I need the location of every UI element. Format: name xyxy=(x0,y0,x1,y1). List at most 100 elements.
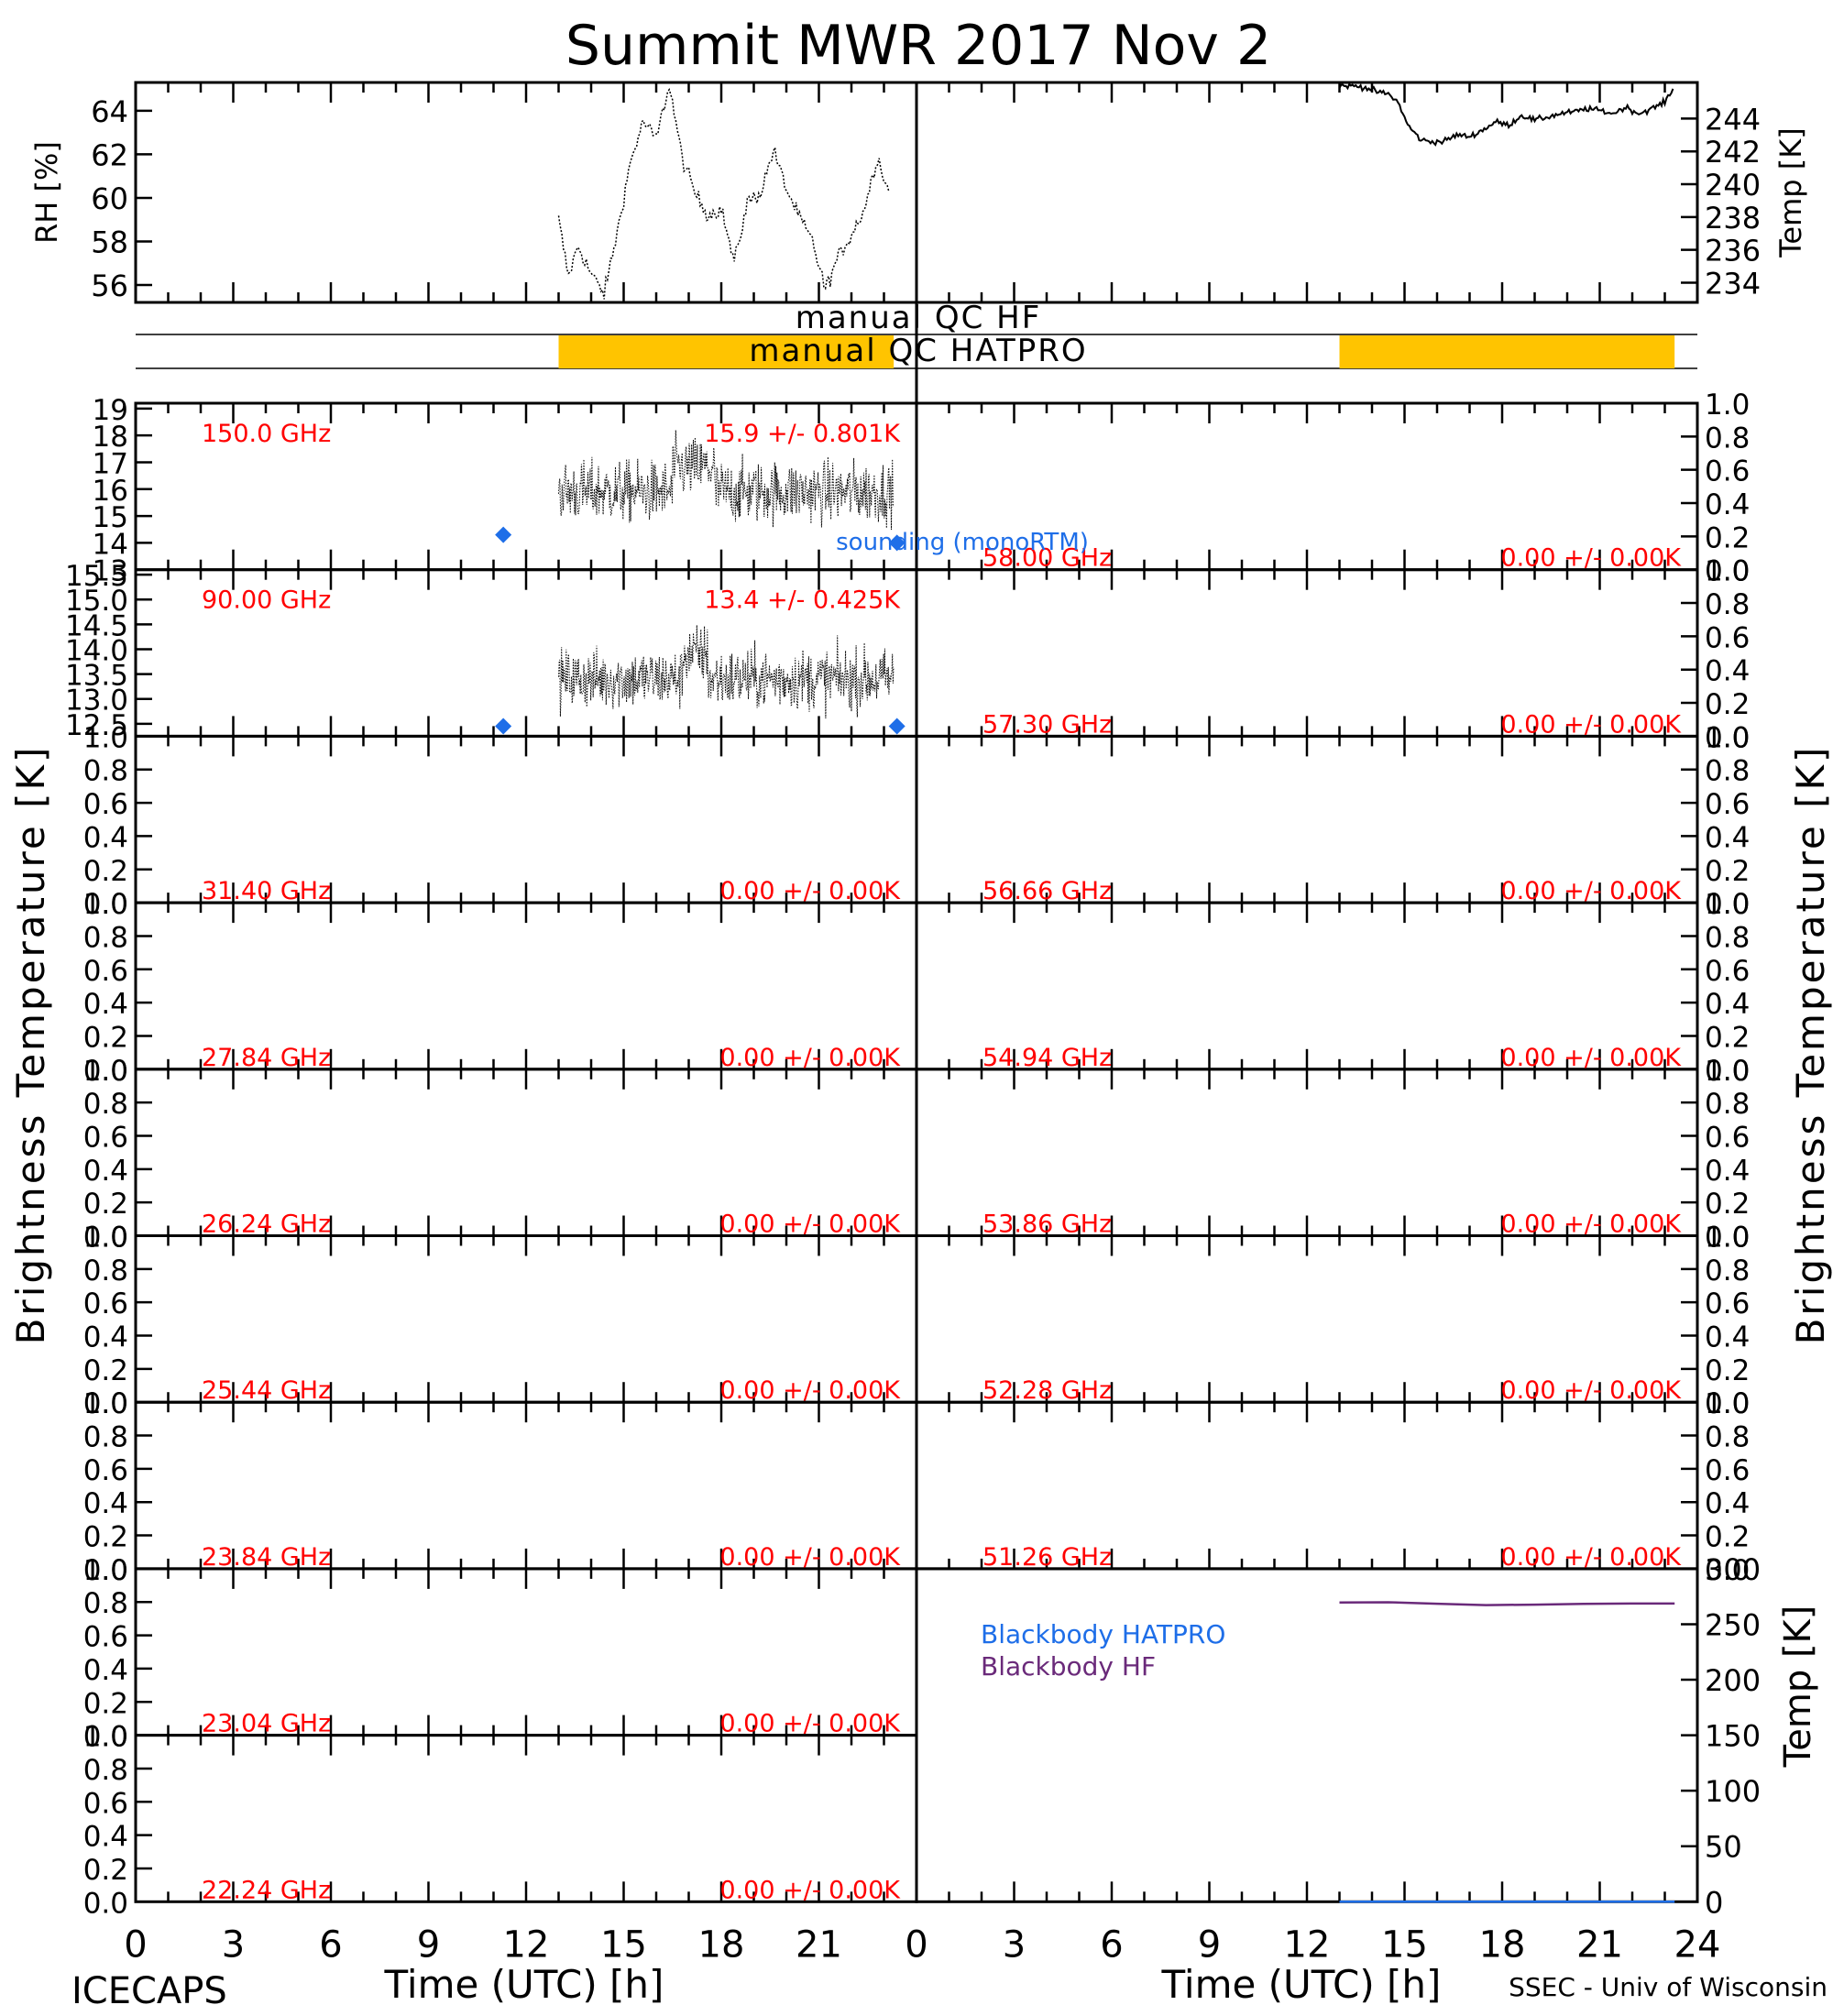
freq-label: 53.86 GHz xyxy=(982,1211,1112,1239)
blackbody-axis-ytick-label: 100 xyxy=(1705,1774,1761,1809)
left-panel-axis-ytick-label: 0.2 xyxy=(83,1021,128,1054)
temp-axis-ytick-label: 236 xyxy=(1705,234,1761,268)
freq-label: 25.44 GHz xyxy=(202,1376,331,1405)
freq-label: 22.24 GHz xyxy=(202,1876,331,1904)
right-panel-axis-ytick-label: 0.6 xyxy=(1705,455,1750,488)
freq-label: 51.26 GHz xyxy=(982,1543,1112,1572)
right-panel-axis-ytick-label: 0.6 xyxy=(1705,1287,1750,1320)
footer-icecaps: ICECAPS xyxy=(71,1970,227,2012)
blackbody-axis-ytick-label: 250 xyxy=(1705,1607,1761,1642)
right-panel-axis-ytick-label: 0.2 xyxy=(1705,1021,1750,1054)
sounding-point xyxy=(888,718,906,735)
qc-label-hf: manual QC HF xyxy=(796,300,1042,336)
left-panel-axis-ytick-label: 1.0 xyxy=(83,1055,128,1088)
left-panel-axis-ytick-label: 1.0 xyxy=(83,1387,128,1420)
axes-layer xyxy=(134,81,1699,1903)
left-panel-axis-ytick-label: 0.6 xyxy=(83,955,128,988)
right-panel-axis-ytick-label: 0.2 xyxy=(1705,1521,1750,1554)
x-tick-label-left: 21 xyxy=(796,1923,842,1966)
temp-axis-ytick-label: 234 xyxy=(1705,267,1761,301)
left-panel-axis-ytick-label: 15.5 xyxy=(65,560,128,593)
right-panel-axis-ytick-label: 0.2 xyxy=(1705,1188,1750,1221)
freq-label: 57.30 GHz xyxy=(982,710,1112,739)
left-panel-axis-ytick-label: 14.5 xyxy=(65,609,128,642)
left-panel-axis-ytick-label: 16 xyxy=(93,475,128,508)
legend-sounding: sounding (monoRTM) xyxy=(836,529,1089,556)
x-tick-label-left: 0 xyxy=(124,1923,147,1966)
freq-label: 23.84 GHz xyxy=(202,1543,331,1572)
left-panel-axis-ytick-label: 0.8 xyxy=(83,1088,128,1121)
right-panel-axis-ytick-label: 0.0 xyxy=(1705,1055,1750,1088)
left-panel-axis-ytick-label: 0.6 xyxy=(83,1121,128,1154)
right-panel-axis-ytick-label: 0.0 xyxy=(1705,1554,1750,1587)
left-panel-axis-ytick-label: 0.4 xyxy=(83,1487,128,1520)
freq-label: 90.00 GHz xyxy=(202,586,331,615)
right-panel-axis-ytick-label: 0.0 xyxy=(1705,1387,1750,1420)
x-tick-label-right: 18 xyxy=(1479,1923,1526,1966)
right-panel-axis-ytick-label: 0.6 xyxy=(1705,1121,1750,1154)
blackbody-hf-line xyxy=(1339,1601,1675,1606)
stat-label: 0.00 +/- 0.00K xyxy=(1500,710,1682,739)
x-axis-title-right: Time (UTC) [h] xyxy=(1161,1962,1442,2007)
freq-label: 26.24 GHz xyxy=(202,1211,331,1239)
right-panel-axis-ytick-label: 0.4 xyxy=(1705,1155,1750,1188)
right-panel-axis-ytick-label: 0.8 xyxy=(1705,921,1750,954)
left-panel-axis-ytick-label: 0.0 xyxy=(83,888,128,921)
left-panel-axis-ytick-label: 14 xyxy=(93,528,128,561)
freq-label: 23.04 GHz xyxy=(202,1710,331,1738)
right-panel-axis-ytick-label: 0.6 xyxy=(1705,621,1750,654)
left-panel-axis-ytick-label: 0.8 xyxy=(83,1421,128,1454)
x-tick-label-left: 18 xyxy=(698,1923,745,1966)
right-panel-axis-ytick-label: 1.0 xyxy=(1705,1055,1750,1088)
right-panel-axis-ytick-label: 1.0 xyxy=(1705,721,1750,754)
sounding-point xyxy=(495,718,512,735)
left-panel-axis-ytick-label: 1.0 xyxy=(83,1554,128,1587)
stat-label: 0.00 +/- 0.00K xyxy=(1500,1543,1682,1572)
left-panel-axis-ytick-label: 13.5 xyxy=(65,660,128,693)
left-panel-axis-ytick-label: 0.8 xyxy=(83,1587,128,1620)
left-panel-axis-ytick-label: 0.2 xyxy=(83,1188,128,1221)
temp-axis-title: Temp [K] xyxy=(1773,127,1808,257)
temp-axis-ytick-label: 244 xyxy=(1705,102,1761,137)
y-axis-title-right: Brightness Temperature [K] xyxy=(1788,745,1833,1345)
stat-label: 15.9 +/- 0.801K xyxy=(704,420,901,448)
blackbody-axis-ytick-label: 0 xyxy=(1705,1885,1723,1920)
left-panel-axis-ytick-label: 0.6 xyxy=(83,1621,128,1654)
temp-axis-ytick-label: 240 xyxy=(1705,168,1761,203)
right-panel-axis-ytick-label: 0.2 xyxy=(1705,855,1750,888)
temp-trace-group xyxy=(1338,82,1674,147)
x-tick-label-right: 9 xyxy=(1198,1923,1221,1966)
stat-label: 0.00 +/- 0.00K xyxy=(1500,877,1682,905)
tb-trace xyxy=(558,430,895,531)
qc-hatpro-bar xyxy=(1339,335,1675,368)
right-panel-axis-ytick-label: 0.2 xyxy=(1705,688,1750,721)
stat-label: 0.00 +/- 0.00K xyxy=(719,1710,901,1738)
legend-blackbody-hf: Blackbody HF xyxy=(981,1651,1156,1682)
blackbody-axis-ytick-label: 150 xyxy=(1705,1719,1761,1754)
marks-layer xyxy=(495,82,1675,1903)
tb-trace xyxy=(558,625,895,719)
left-panel-axis-ytick-label: 13 xyxy=(93,555,128,588)
left-panel-axis-ytick-label: 0.0 xyxy=(83,1887,128,1920)
stat-label: 0.00 +/- 0.00K xyxy=(719,1876,901,1904)
right-panel-axis-ytick-label: 0.4 xyxy=(1705,988,1750,1021)
right-panel-axis-ytick-label: 0.6 xyxy=(1705,1454,1750,1487)
freq-label: 27.84 GHz xyxy=(202,1044,331,1072)
right-panel-axis-ytick-label: 0.0 xyxy=(1705,721,1750,754)
freq-label: 58.00 GHz xyxy=(982,544,1112,573)
temp-panel-frame xyxy=(915,81,1699,304)
left-panel-axis-ytick-label: 0.8 xyxy=(83,755,128,788)
right-panel-axis-ytick-label: 0.0 xyxy=(1705,1222,1750,1255)
left-panel-axis-ytick-label: 0.8 xyxy=(83,1255,128,1287)
right-panel-axis-ytick-label: 0.2 xyxy=(1705,521,1750,554)
x-tick-label-left: 9 xyxy=(417,1923,440,1966)
stat-label: 13.4 +/- 0.425K xyxy=(704,586,901,615)
left-panel-axis-ytick-label: 0.2 xyxy=(83,1521,128,1554)
rh-axis-ytick-label: 60 xyxy=(91,181,128,216)
right-panel-axis-ytick-label: 0.6 xyxy=(1705,955,1750,988)
x-tick-label-left: 12 xyxy=(503,1923,550,1966)
right-panel-axis-ytick-label: 0.8 xyxy=(1705,588,1750,621)
left-panel-axis-ytick-label: 1.0 xyxy=(83,1222,128,1255)
right-panel-axis-ytick-label: 1.0 xyxy=(1705,389,1750,422)
freq-label: 56.66 GHz xyxy=(982,877,1112,905)
